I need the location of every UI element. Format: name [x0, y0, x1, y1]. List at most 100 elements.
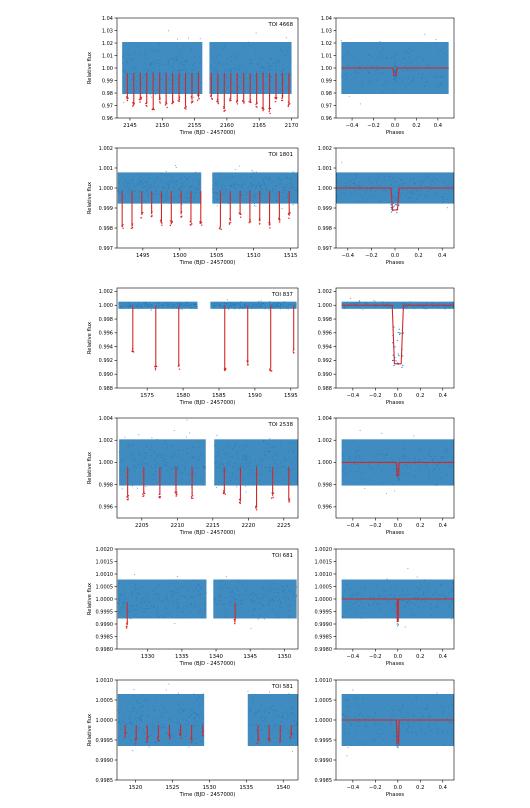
phase-point [403, 448, 405, 450]
data-point [296, 197, 298, 199]
transit-point [145, 102, 147, 105]
phase-point [366, 199, 368, 201]
data-point [242, 194, 244, 196]
phase-point [406, 467, 408, 469]
data-point [234, 443, 236, 445]
data-point [154, 180, 156, 182]
data-point [203, 467, 205, 469]
data-point [187, 189, 189, 191]
phase-point [429, 603, 431, 605]
data-point [151, 187, 153, 190]
transit-point [175, 491, 178, 493]
phase-point [350, 601, 352, 603]
data-point [256, 186, 258, 188]
data-point [275, 199, 277, 201]
x-tick-label: 1520 [129, 785, 143, 791]
data-point [286, 585, 289, 587]
data-point [138, 453, 140, 455]
phase-point [351, 56, 353, 58]
data-point [121, 474, 123, 476]
data-point [187, 590, 189, 592]
phase-point [348, 732, 350, 734]
data-point [135, 306, 137, 308]
data-point [146, 181, 148, 183]
data-point [133, 573, 135, 576]
data-point [250, 185, 252, 187]
data-point [204, 466, 206, 468]
transit-point [279, 741, 281, 743]
phase-x-tick-label: 0.2 [412, 123, 420, 129]
phase-point [427, 704, 429, 706]
phase-point [437, 700, 439, 702]
phase-point [440, 84, 442, 86]
x-tick-label: 2165 [252, 123, 266, 129]
phase-point [356, 450, 358, 452]
data-point [233, 186, 235, 188]
transit-point [229, 100, 231, 102]
data-point [238, 595, 240, 598]
data-point [226, 176, 228, 179]
phase-point [339, 189, 341, 191]
data-point [221, 185, 223, 187]
data-point [202, 467, 204, 469]
phase-point [437, 179, 439, 181]
transit-point [239, 216, 242, 218]
phase-point [400, 600, 402, 602]
data-point [137, 197, 139, 199]
phase-point [440, 76, 443, 79]
phase-point [419, 181, 421, 183]
phase-point [433, 715, 436, 718]
data-point [261, 304, 263, 307]
phase-fold-frame [335, 287, 455, 389]
data-point [160, 454, 162, 456]
data-point [217, 61, 219, 63]
data-point [181, 303, 183, 305]
data-point [166, 599, 168, 601]
phase-point [354, 189, 356, 191]
data-point [121, 56, 124, 58]
phase-point [361, 698, 363, 701]
data-point [288, 598, 290, 600]
data-point [187, 715, 189, 717]
data-band-1 [118, 301, 198, 309]
data-point [121, 305, 124, 307]
data-point [296, 595, 298, 597]
data-point [134, 304, 136, 306]
data-point [177, 704, 179, 706]
data-point [158, 59, 160, 62]
data-point [164, 174, 167, 177]
phase-point [396, 192, 398, 194]
phase-point [402, 703, 404, 705]
data-point [259, 57, 261, 59]
data-point [176, 575, 178, 578]
phase-point [437, 732, 440, 734]
phase-point [355, 728, 357, 730]
data-point [245, 179, 247, 181]
phase-point [346, 75, 348, 77]
data-point [284, 301, 286, 303]
data-point [167, 466, 169, 468]
data-point [152, 607, 154, 609]
transit-point [223, 110, 225, 112]
data-point [277, 61, 279, 64]
data-point [153, 182, 155, 184]
data-point [153, 710, 155, 712]
phase-point [354, 602, 356, 604]
phase-x-tick-label: 0.4 [439, 523, 448, 529]
phase-x-tick-label: 0.4 [439, 654, 448, 660]
phase-point [376, 603, 379, 605]
phase-point [354, 71, 356, 73]
data-point [120, 708, 122, 710]
data-point [128, 304, 130, 306]
data-point [181, 189, 183, 191]
data-point [257, 63, 259, 65]
phase-point [430, 615, 432, 617]
data-point [238, 447, 240, 449]
data-point [266, 189, 268, 192]
phase-point [433, 455, 435, 457]
phase-point [405, 456, 407, 458]
data-point [238, 581, 240, 583]
data-point [134, 744, 137, 746]
phase-point [407, 601, 409, 603]
phase-point [434, 178, 436, 180]
